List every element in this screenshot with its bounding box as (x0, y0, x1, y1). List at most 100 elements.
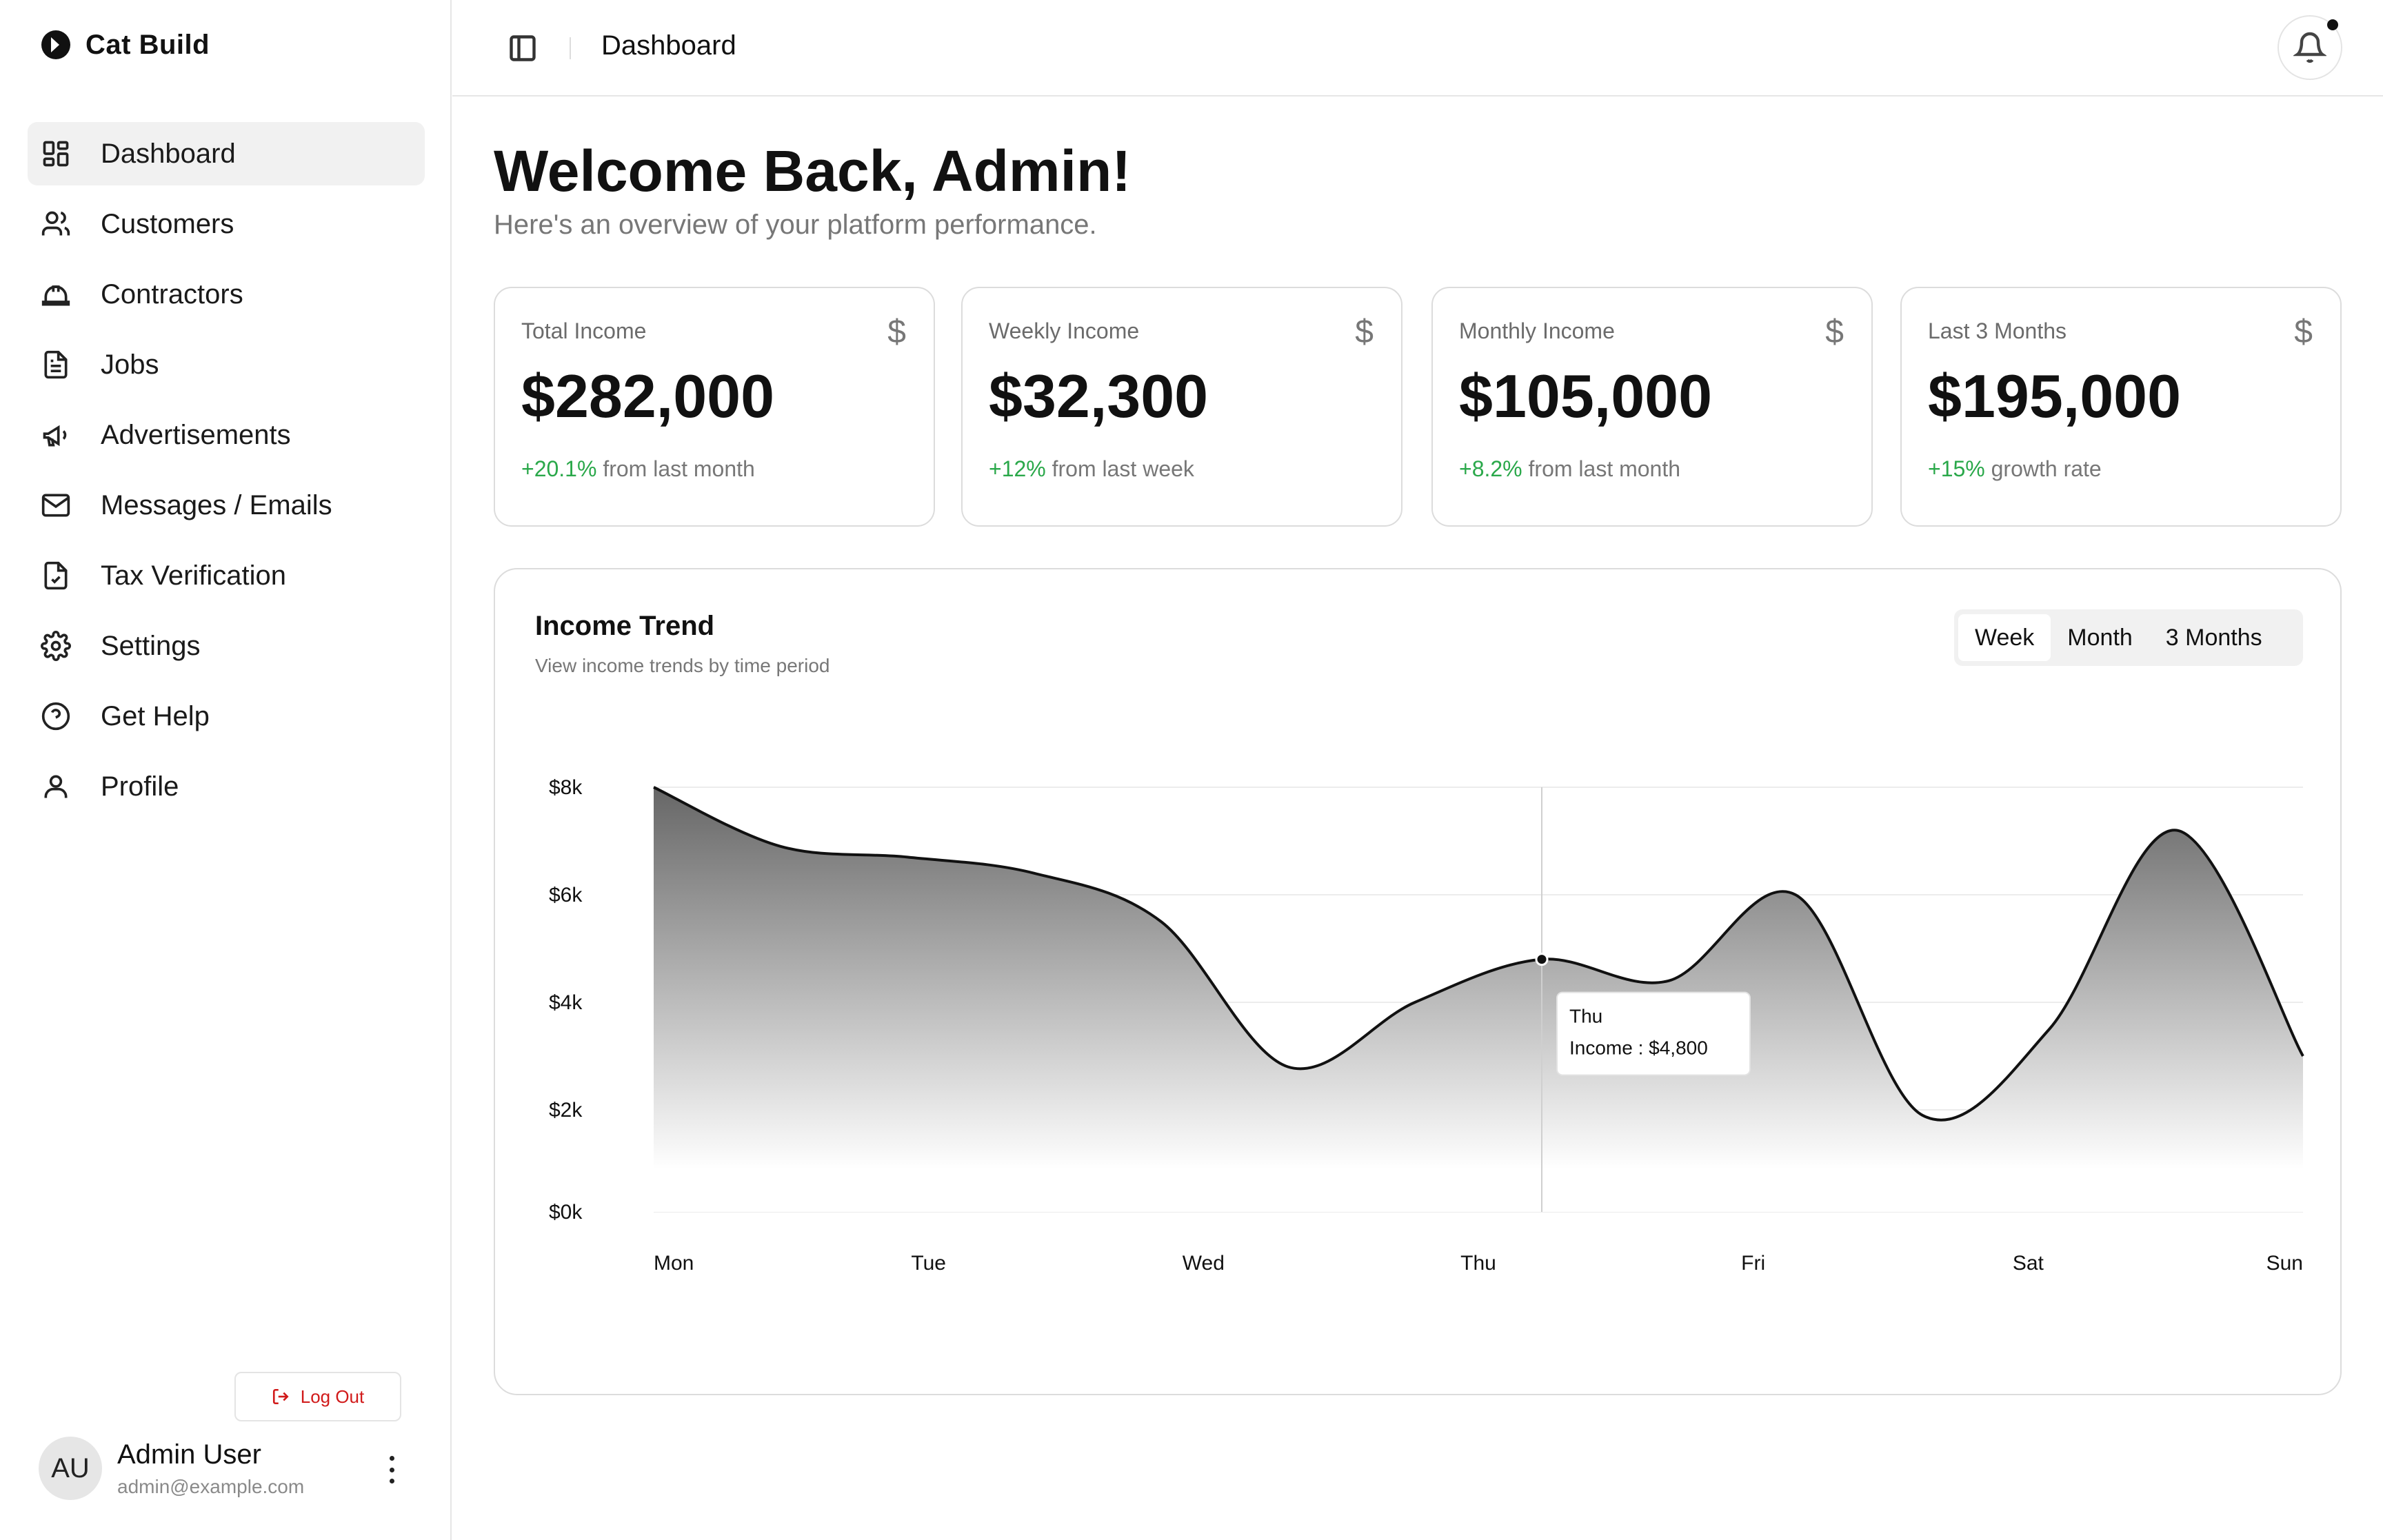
sidebar-toggle-button[interactable] (507, 33, 538, 63)
sidebar-item-label: Profile (101, 771, 179, 802)
sidebar-item-messages[interactable]: Messages / Emails (28, 474, 425, 537)
x-tick-label: Fri (1741, 1252, 1765, 1275)
logout-icon (272, 1388, 289, 1405)
megaphone-icon (40, 419, 72, 451)
sidebar-item-customers[interactable]: Customers (28, 192, 425, 256)
sidebar-item-label: Contractors (101, 278, 243, 310)
sidebar-item-tax-verification[interactable]: Tax Verification (28, 544, 425, 607)
stat-change: +15% growth rate (1928, 456, 2102, 482)
y-tick-label: $6k (549, 884, 583, 906)
welcome-heading: Welcome Back, Admin! (494, 139, 1132, 203)
sidebar-item-label: Messages / Emails (101, 489, 332, 520)
chart-subtitle: View income trends by time period (535, 655, 830, 676)
sidebar-item-advertisements[interactable]: Advertisements (28, 403, 425, 467)
tooltip-day: Thu (1569, 1006, 1602, 1027)
brand-logo-icon (41, 30, 70, 59)
stat-change-percent: +15% (1928, 456, 1985, 481)
sidebar-nav: Dashboard Customers Contractors Jobs Adv… (28, 122, 425, 825)
brand-name: Cat Build (86, 29, 210, 60)
user-profile[interactable]: AU Admin User admin@example.com (39, 1435, 411, 1501)
sidebar-item-dashboard[interactable]: Dashboard (28, 122, 425, 185)
header-divider (570, 37, 571, 59)
avatar: AU (39, 1437, 102, 1500)
stat-change-note: from last month (1528, 456, 1681, 481)
sidebar-item-label: Dashboard (101, 138, 236, 169)
income-trend-card: Income Trend View income trends by time … (494, 568, 2342, 1395)
logout-label: Log Out (300, 1386, 365, 1407)
range-3-months-button[interactable]: 3 Months (2165, 624, 2262, 651)
top-header: Dashboard (452, 0, 2383, 97)
sidebar-item-label: Advertisements (101, 419, 291, 450)
chart-title: Income Trend (535, 611, 715, 641)
range-month-button[interactable]: Month (2067, 624, 2133, 651)
sidebar-item-settings[interactable]: Settings (28, 614, 425, 678)
user-icon (40, 771, 72, 802)
time-range-selector: Week Month 3 Months (1954, 609, 2303, 666)
user-name: Admin User (117, 1439, 261, 1470)
y-tick-label: $0k (549, 1201, 583, 1224)
brand[interactable]: Cat Build (40, 29, 210, 61)
x-tick-label: Wed (1183, 1252, 1225, 1275)
y-tick-label: $8k (549, 776, 583, 799)
stat-change-note: from last week (1052, 456, 1194, 481)
stat-label: Total Income (521, 318, 647, 343)
stat-change-note: from last month (603, 456, 755, 481)
sidebar-item-contractors[interactable]: Contractors (28, 263, 425, 326)
stat-label: Monthly Income (1459, 318, 1615, 343)
stat-label: Last 3 Months (1928, 318, 2067, 343)
x-tick-label: Mon (654, 1252, 694, 1275)
dollar-icon: $ (1355, 314, 1374, 350)
dollar-icon: $ (887, 314, 906, 350)
dashboard-icon (40, 138, 72, 170)
chart-tooltip (1556, 991, 1751, 1076)
stat-card-total-income: Total Income $ $282,000 +20.1% from last… (494, 287, 935, 527)
x-tick-label: Tue (911, 1252, 946, 1275)
user-email: admin@example.com (117, 1475, 305, 1497)
stat-label: Weekly Income (989, 318, 1140, 343)
area-fill (654, 787, 2303, 1212)
y-tick-label: $2k (549, 1099, 583, 1122)
more-vertical-icon[interactable] (383, 1456, 400, 1483)
sidebar: Cat Build Dashboard Customers Contractor… (0, 0, 452, 1540)
stat-card-weekly-income: Weekly Income $ $32,300 +12% from last w… (961, 287, 1402, 527)
range-week-button[interactable]: Week (1958, 614, 2051, 661)
stat-change-percent: +8.2% (1459, 456, 1522, 481)
tooltip-value: Income : $4,800 (1569, 1037, 1708, 1059)
stat-change: +20.1% from last month (521, 456, 755, 482)
stat-change: +8.2% from last month (1459, 456, 1680, 482)
stat-card-last-3-months: Last 3 Months $ $195,000 +15% growth rat… (1900, 287, 2342, 527)
users-icon (40, 208, 72, 240)
sidebar-item-label: Jobs (101, 349, 159, 380)
x-tick-label: Thu (1460, 1252, 1496, 1275)
dollar-icon: $ (2294, 314, 2313, 350)
bell-icon (2293, 32, 2326, 63)
file-check-icon (40, 560, 72, 591)
stat-value: $32,300 (989, 362, 1209, 430)
sidebar-item-label: Settings (101, 630, 201, 661)
sidebar-item-label: Customers (101, 208, 234, 239)
stat-value: $105,000 (1459, 362, 1713, 430)
x-tick-label: Sun (2266, 1252, 2303, 1275)
welcome-subtitle: Here's an overview of your platform perf… (494, 210, 1097, 240)
income-trend-chart: $8k $6k $4k $2k $0k Mon Tue Wed Thu Fri Sat Sun Thu I… (549, 776, 2304, 1275)
sidebar-item-jobs[interactable]: Jobs (28, 333, 425, 396)
document-icon (40, 349, 72, 381)
sidebar-item-get-help[interactable]: Get Help (28, 685, 425, 748)
stat-value: $282,000 (521, 362, 775, 430)
help-circle-icon (40, 700, 72, 732)
mail-icon (40, 489, 72, 521)
stat-change-note: growth rate (1991, 456, 2102, 481)
stat-change-percent: +20.1% (521, 456, 597, 481)
sidebar-item-profile[interactable]: Profile (28, 755, 425, 818)
hard-hat-icon (40, 278, 72, 310)
stat-change: +12% from last week (989, 456, 1194, 482)
panel-left-icon (510, 35, 536, 61)
notifications-button[interactable] (2278, 15, 2342, 80)
y-tick-label: $4k (549, 991, 583, 1014)
stat-card-monthly-income: Monthly Income $ $105,000 +8.2% from las… (1431, 287, 1873, 527)
page-title: Dashboard (601, 30, 736, 61)
sidebar-item-label: Get Help (101, 700, 210, 731)
stat-value: $195,000 (1928, 362, 2182, 430)
logout-button[interactable]: Log Out (234, 1372, 401, 1421)
